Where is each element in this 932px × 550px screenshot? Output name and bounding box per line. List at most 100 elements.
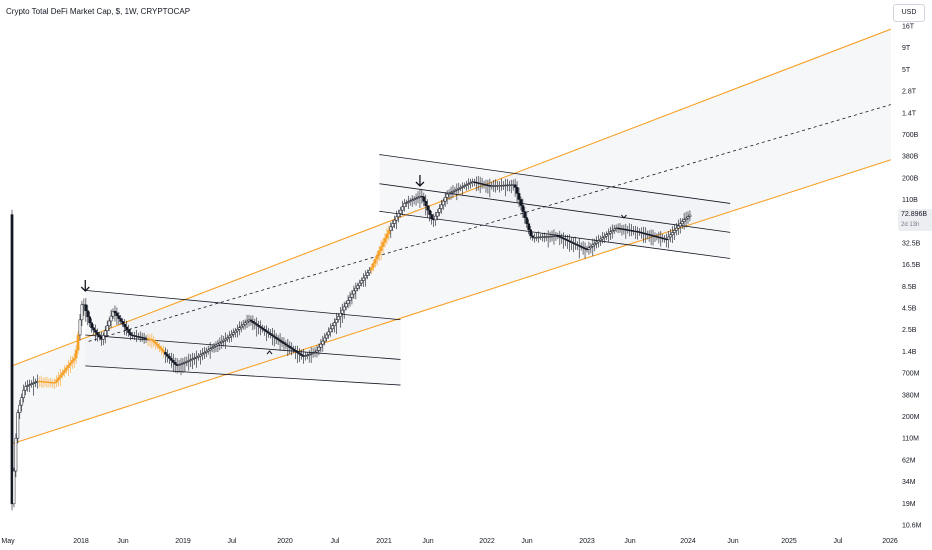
last-price-label: 72.896B 2d 13h [898, 209, 932, 231]
price-bar-body [156, 344, 160, 347]
price-bar-body [305, 354, 309, 357]
price-bar-body [370, 267, 373, 271]
price-bar-body [84, 304, 88, 311]
price-bar-body [348, 297, 352, 301]
x-tick-label: 2022 [479, 538, 495, 545]
y-tick-label: 16.5B [902, 262, 921, 269]
price-bar-body [74, 349, 78, 359]
price-bar-body [63, 369, 66, 373]
price-bar-body [667, 236, 670, 240]
price-bar-body [59, 374, 62, 378]
price-bar-body [575, 244, 579, 246]
price-bar-body [65, 367, 68, 371]
price-bar-body [608, 231, 612, 234]
price-bar-body [210, 347, 214, 349]
price-bar-body [33, 381, 37, 384]
price-bar-body [14, 437, 18, 472]
price-bar-body [441, 200, 445, 206]
price-bar-body [294, 350, 297, 352]
price-bar-body [414, 197, 418, 200]
price-bar-body [10, 214, 14, 505]
y-tick-label: 200M [902, 414, 920, 421]
price-bar-body [601, 237, 604, 240]
price-bar-body [453, 190, 457, 192]
price-bar-body [105, 325, 109, 331]
channel-line-outer-mid-dashed [88, 104, 891, 342]
price-bar-body [187, 360, 191, 362]
price-bar-body [366, 272, 369, 276]
price-bar-body [296, 351, 299, 354]
price-bar-body [447, 192, 451, 195]
price-bar-body [201, 353, 204, 356]
price-bar-body [445, 193, 449, 198]
price-bar-body [286, 344, 290, 347]
price-bar-body [375, 254, 379, 260]
price-bar-body [199, 354, 202, 357]
y-tick-label: 110M [902, 436, 919, 443]
price-bar-body [610, 230, 614, 233]
price-bar-body [673, 230, 676, 233]
price-bar-body [218, 342, 222, 345]
price-bar-body [72, 357, 76, 361]
price-bar-body [278, 339, 282, 342]
price-bar-body [383, 237, 387, 243]
price-bar-body [78, 319, 82, 336]
price-bar-body [193, 357, 196, 360]
channel-line-cycle2-bottom [379, 210, 731, 259]
y-tick-label: 8.5B [902, 284, 917, 291]
y-tick-label: 62M [902, 457, 916, 464]
price-bar-body [230, 334, 233, 337]
price-bar-body [177, 364, 181, 366]
x-axis: May 2018 Jun 2019 Jul 2020 Jul 2021 Jun 2022 Jun 20… [1, 538, 898, 545]
price-bar-body [513, 184, 517, 188]
price-bar-body [381, 242, 385, 247]
annotations [80, 175, 627, 355]
price-bar-body [12, 470, 16, 505]
price-bar-body [566, 239, 569, 242]
currency-button[interactable]: USD [893, 4, 925, 22]
price-bar-body [123, 323, 127, 328]
price-bar-body [224, 338, 228, 341]
price-bar-body [385, 233, 389, 239]
price-bar-body [270, 334, 274, 337]
price-bar-body [191, 358, 195, 360]
price-bar-body [531, 235, 534, 238]
price-bar-body [678, 223, 682, 227]
price-bar-body [228, 335, 231, 338]
price-bar-body [117, 315, 121, 319]
price-bar-body [179, 363, 183, 366]
price-bar-body [397, 213, 400, 218]
price-bar-body [195, 356, 198, 359]
price-bar-body [154, 342, 158, 345]
price-bar-body [32, 382, 35, 385]
price-bar-body [579, 246, 583, 248]
price-bar-body [28, 384, 31, 386]
price-bar-body [424, 201, 428, 206]
price-bar-body [280, 340, 284, 343]
price-bar-body [455, 189, 459, 191]
price-bar-body [519, 199, 523, 206]
channel-bands [12, 29, 891, 444]
x-tick-label: 2023 [579, 538, 595, 545]
price-bar-body [169, 358, 173, 361]
price-bar-body [676, 225, 680, 229]
price-bar-body [350, 293, 354, 298]
price-bar-body [529, 229, 533, 237]
price-bar-body [570, 241, 573, 243]
price-bar-body [463, 185, 466, 187]
y-tick-label: 200B [902, 175, 919, 182]
price-bar-body [562, 237, 566, 240]
y-tick-label: 16T [902, 24, 915, 31]
price-bar-body [284, 343, 288, 346]
price-bar-body [358, 282, 362, 286]
price-bar-body [573, 243, 577, 245]
price-bar-body [457, 188, 461, 190]
price-bar-body [317, 346, 321, 351]
channel-line-outer-upper [11, 28, 892, 367]
y-tick-label: 1.4B [902, 349, 917, 356]
price-bar-body [101, 335, 105, 340]
price-bar-body [665, 238, 668, 241]
price-bar-body [587, 247, 591, 250]
price-bar-body [329, 328, 332, 333]
